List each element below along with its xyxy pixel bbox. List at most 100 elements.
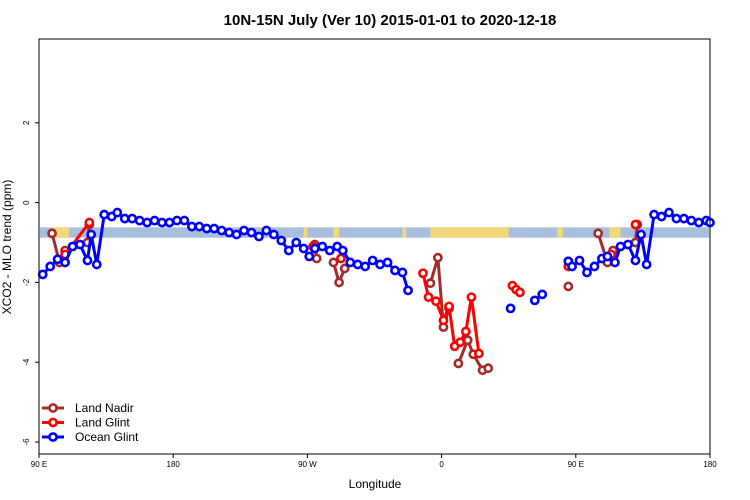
series-line xyxy=(41,211,410,291)
y-tick-label: -4 xyxy=(22,358,31,366)
data-point xyxy=(142,217,153,228)
data-point xyxy=(317,241,328,252)
data-point xyxy=(656,211,667,222)
land-patch xyxy=(557,227,563,238)
plot-frame xyxy=(38,38,711,455)
data-point xyxy=(91,259,102,270)
land-patch xyxy=(430,227,509,238)
legend-marker xyxy=(48,417,58,428)
data-point xyxy=(630,219,641,230)
legend-marker xyxy=(48,432,58,442)
data-point xyxy=(157,217,167,228)
series-layer xyxy=(37,207,715,376)
data-point xyxy=(86,229,97,240)
data-point xyxy=(649,209,659,220)
data-point xyxy=(82,255,93,266)
data-point xyxy=(418,268,428,279)
data-point xyxy=(431,296,441,307)
data-point xyxy=(239,225,249,236)
data-point xyxy=(201,223,212,234)
data-point xyxy=(186,221,197,232)
plot-area xyxy=(37,38,715,455)
land-patch xyxy=(303,227,308,238)
data-point xyxy=(47,228,57,239)
data-point xyxy=(403,285,413,296)
data-point xyxy=(505,303,516,314)
data-point xyxy=(336,253,346,264)
data-point xyxy=(246,227,257,238)
data-point xyxy=(423,292,434,303)
data-point xyxy=(339,263,350,274)
data-point xyxy=(84,217,95,228)
data-point xyxy=(337,245,348,256)
y-axis-label: XCO2 - MLO trend (ppm) xyxy=(0,180,14,315)
data-point xyxy=(360,261,371,272)
data-point xyxy=(194,221,205,232)
data-point xyxy=(345,257,356,268)
data-point xyxy=(455,337,466,348)
data-point xyxy=(602,251,613,262)
x-tick-label: 0 xyxy=(439,460,444,469)
data-point xyxy=(60,257,70,268)
data-point xyxy=(444,301,454,312)
data-point xyxy=(473,348,484,359)
data-point xyxy=(254,231,264,242)
data-point xyxy=(630,255,641,266)
data-point xyxy=(589,261,600,272)
data-point xyxy=(149,215,160,226)
x-tick-label: 180 xyxy=(167,460,181,469)
x-tick-label: 90 E xyxy=(568,460,584,469)
data-point xyxy=(179,215,190,226)
x-tick-label: 180 xyxy=(703,460,717,469)
x-axis-label: Longitude xyxy=(349,477,402,491)
data-point xyxy=(45,261,56,272)
x-tick-label: 90 E xyxy=(31,460,47,469)
land-patch xyxy=(402,227,407,238)
data-point xyxy=(462,335,473,346)
data-point xyxy=(483,363,494,374)
series-land-glint xyxy=(60,217,641,359)
data-point xyxy=(679,213,689,224)
data-point xyxy=(231,229,242,240)
data-point xyxy=(438,315,449,326)
data-point xyxy=(324,245,335,256)
data-point xyxy=(460,326,471,337)
data-point xyxy=(67,241,78,252)
data-point xyxy=(298,243,309,254)
data-point xyxy=(283,245,294,256)
data-point xyxy=(99,209,110,220)
data-point xyxy=(291,237,302,248)
data-point xyxy=(52,254,63,265)
data-point xyxy=(636,229,646,240)
series-land-nadir xyxy=(47,219,643,376)
data-point xyxy=(382,257,393,268)
data-point xyxy=(261,225,272,236)
data-point xyxy=(397,267,408,278)
y-tick-label: 0 xyxy=(22,200,31,205)
data-point xyxy=(671,213,682,224)
data-point xyxy=(134,215,145,226)
y-tick-label: -6 xyxy=(22,438,31,446)
land-patch xyxy=(50,227,69,238)
data-point xyxy=(582,267,592,278)
data-point xyxy=(172,215,182,226)
data-point xyxy=(37,269,48,280)
background-band xyxy=(40,227,709,238)
data-point xyxy=(623,239,633,250)
data-point xyxy=(615,241,626,252)
data-point xyxy=(209,223,220,234)
data-point xyxy=(432,252,443,263)
data-point xyxy=(352,259,363,270)
data-point xyxy=(686,215,697,226)
data-point xyxy=(268,229,279,240)
x-tick-label: 90 W xyxy=(298,460,317,469)
data-point xyxy=(693,217,704,228)
data-point xyxy=(641,259,652,270)
data-point xyxy=(514,287,525,298)
legend-label: Land Nadir xyxy=(75,401,134,415)
legend-marker xyxy=(48,403,58,413)
legend-label: Land Glint xyxy=(75,416,130,430)
data-point xyxy=(164,217,175,228)
